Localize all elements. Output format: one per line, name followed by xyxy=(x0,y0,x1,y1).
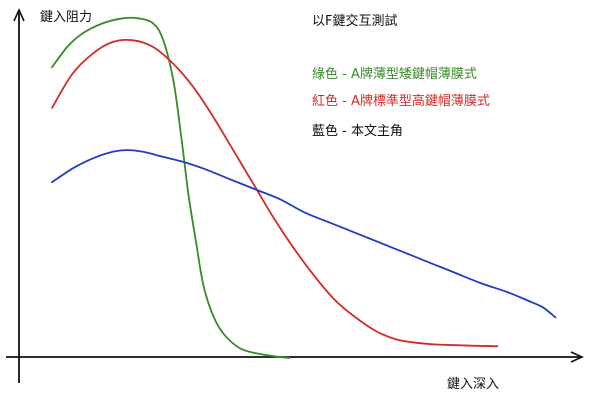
chart-title: 以F鍵交互測試 xyxy=(312,14,398,29)
legend-item-green: 綠色 - A牌薄型矮鍵帽薄膜式 xyxy=(312,67,477,82)
legend-item-blue: 藍色 - 本文主角 xyxy=(312,124,403,139)
series-layer xyxy=(51,16,557,359)
x-axis-label: 鍵入深入 xyxy=(447,377,500,392)
y-axis-label: 鍵入阻力 xyxy=(40,10,93,25)
series-line-blue xyxy=(51,149,557,319)
legend-item-red: 紅色 - A牌標準型高鍵帽薄膜式 xyxy=(312,94,490,109)
series-line-green xyxy=(51,16,291,359)
series-line-red xyxy=(51,38,499,348)
